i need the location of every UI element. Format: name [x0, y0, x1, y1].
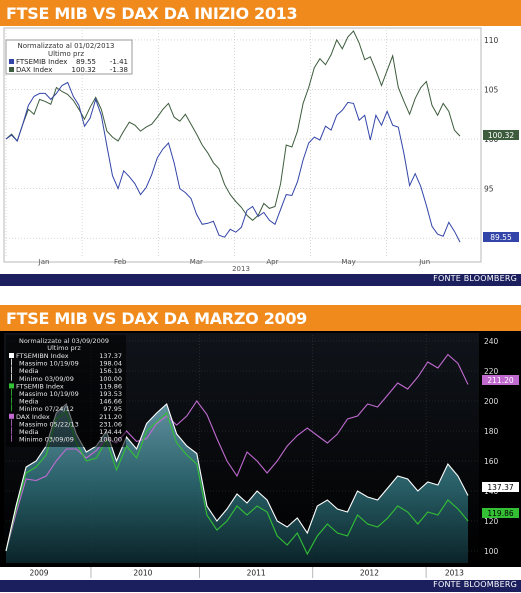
- bottom-legend-entry-value: 100.00: [99, 436, 122, 444]
- bottom-legend-box: [6, 335, 126, 447]
- bottom-source-label: FONTE BLOOMBERG: [433, 580, 517, 589]
- bottom-legend-entry-name: Minimo 07/24/12: [19, 405, 74, 413]
- bottom-legend-entry-value: 119.86: [99, 382, 122, 390]
- bottom-legend-swatch: [9, 383, 14, 389]
- top-legend-swatch-ftsemib: [9, 59, 14, 64]
- top-tag-dax-text: 100.32: [488, 131, 514, 140]
- bottom-legend-entry-name: FTSEMIBN Index: [16, 352, 69, 360]
- bottom-legend-subheader: Ultimo prz: [47, 344, 81, 352]
- top-x-tick-label: May: [341, 258, 355, 266]
- bottom-legend-entry-value: 231.06: [99, 420, 122, 428]
- top-tag-dax: [483, 130, 519, 140]
- bottom-y-tick-label: 200: [484, 397, 499, 406]
- bottom-legend-entry-value: 156.19: [99, 367, 122, 375]
- top-legend-subheader: Ultimo prz: [48, 50, 84, 58]
- bottom-tag-ftsemib: [482, 508, 519, 518]
- top-y-tick-label: 110: [484, 36, 499, 45]
- bottom-legend-entry-name: FTSEMIB Index: [16, 382, 64, 390]
- bottom-x-tick-label: 2009: [29, 569, 48, 578]
- top-x-tick-label: Jun: [418, 258, 430, 266]
- top-x-tick-label: Feb: [114, 258, 127, 266]
- top-legend-box: [5, 39, 133, 75]
- bottom-chart-title: FTSE MIB VS DAX DA MARZO 2009: [6, 309, 308, 328]
- top-series-ftsemib-line: [5, 81, 461, 243]
- top-x-tick-label: Apr: [266, 258, 278, 266]
- bottom-legend-entry-name: Massimo 10/19/09: [19, 390, 79, 398]
- top-year-label: 2013: [232, 265, 250, 272]
- bottom-x-tick-label: 2012: [360, 569, 379, 578]
- bottom-legend-entry-value: 211.20: [99, 413, 122, 421]
- bottom-y-tick-label: 220: [484, 367, 499, 376]
- bottom-x-tick-label: 2013: [445, 569, 464, 578]
- bottom-legend-entry-name: Media: [19, 398, 39, 406]
- top-legend-ftsemib-name: FTSEMIB Index: [16, 58, 67, 66]
- bottom-legend-entry-name: Minimo 03/09/09: [19, 436, 74, 444]
- bottom-legend-entry-name: Media: [19, 367, 39, 375]
- bottom-y-tick-label: 180: [484, 427, 499, 436]
- bottom-y-tick-label: 160: [484, 457, 499, 466]
- top-y-tick-label: 105: [484, 85, 499, 94]
- bottom-x-tick-label: 2010: [133, 569, 152, 578]
- bottom-x-axis-band: [0, 567, 521, 578]
- bottom-chart-banner: FTSE MIB VS DAX DA MARZO 2009: [0, 305, 521, 331]
- top-legend-header: Normalizzato al 01/02/2013: [18, 42, 115, 50]
- top-source-bar: FONTE BLOOMBERG: [0, 274, 521, 286]
- top-chart-title: FTSE MIB VS DAX DA INIZIO 2013: [6, 4, 298, 23]
- bottom-legend-header: Normalizzato al 03/09/2009: [19, 337, 109, 345]
- bottom-tag-dax-text: 211.20: [487, 376, 513, 385]
- top-legend-ftsemib-value: 89.55: [76, 58, 96, 66]
- top-y-tick-label: 95: [484, 185, 494, 194]
- bottom-legend-swatch: [9, 353, 14, 358]
- bottom-y-tick-label: 240: [484, 337, 499, 346]
- top-legend-swatch-dax: [9, 67, 14, 72]
- bottom-tag-dax: [482, 375, 519, 385]
- bottom-legend-entry-name: Minimo 03/09/09: [19, 375, 74, 383]
- bottom-y-tick-label: 120: [484, 517, 499, 526]
- top-legend-dax-value: 100.32: [72, 66, 97, 74]
- top-legend-dax-name: DAX Index: [16, 66, 52, 74]
- bottom-tag-ftsemibn: [482, 482, 519, 492]
- bottom-source-bar: FONTE BLOOMBERG: [0, 580, 521, 592]
- bottom-legend-entry-value: 198.04: [99, 360, 122, 368]
- bottom-legend-entry-name: DAX Index: [16, 413, 50, 421]
- top-tag-ftsemib-text: 89.55: [490, 233, 512, 242]
- bottom-legend-entry-name: Media: [19, 428, 39, 436]
- top-chart: 9095100105110JanFebMarAprMayJun Normaliz…: [0, 26, 521, 272]
- bottom-legend-entry-value: 146.66: [99, 398, 122, 406]
- bottom-series-ftsemib-line: [5, 410, 469, 556]
- bottom-legend-entry-value: 100.00: [99, 375, 122, 383]
- bottom-x-tick-label: 2011: [247, 569, 266, 578]
- bottom-chart: 1001201401601802002202402009201020112012…: [0, 331, 521, 578]
- bottom-ftsemibn-area: [6, 404, 468, 563]
- bottom-legend-entry-value: 193.53: [99, 390, 122, 398]
- top-tag-ftsemib: [483, 232, 519, 242]
- bottom-tag-ftsemibn-text: 137.37: [487, 483, 513, 492]
- bottom-tag-ftsemib-text: 119.86: [487, 509, 513, 518]
- bottom-legend-entry-value: 97.95: [103, 405, 122, 413]
- top-legend-ftsemib-change: -1.41: [110, 58, 128, 66]
- top-legend-dax-change: -1.38: [110, 66, 128, 74]
- top-source-label: FONTE BLOOMBERG: [433, 274, 517, 283]
- top-x-tick-label: Jan: [38, 258, 50, 266]
- bottom-legend-entry-name: Massimo 05/22/13: [19, 420, 79, 428]
- bottom-legend-entry-value: 174.44: [99, 428, 122, 436]
- bottom-legend-swatch: [9, 413, 14, 419]
- top-x-tick-label: Mar: [190, 258, 203, 266]
- top-chart-banner: FTSE MIB VS DAX DA INIZIO 2013: [0, 0, 521, 26]
- bottom-legend-entry-value: 137.37: [99, 352, 122, 360]
- bottom-legend-entry-name: Massimo 10/19/09: [19, 360, 79, 368]
- bottom-y-tick-label: 100: [484, 547, 499, 556]
